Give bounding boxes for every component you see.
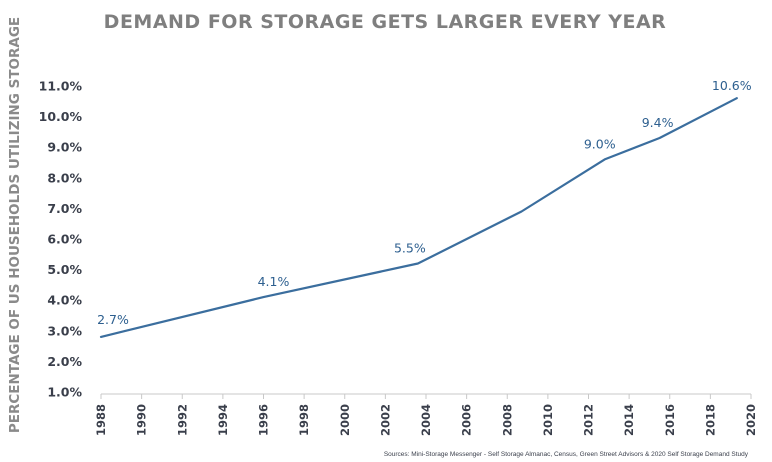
x-tick-label: 2004 [419,404,433,436]
x-tick-label: 2000 [338,404,352,436]
x-tick-label: 2014 [622,404,636,436]
x-tick-label: 1990 [135,404,149,436]
x-tick-label: 2016 [663,404,677,436]
chart-title: DEMAND FOR STORAGE GETS LARGER EVERY YEA… [104,11,667,33]
x-tick-label: 2008 [500,404,514,436]
y-tick-label: 3.0% [47,323,82,338]
y-tick-label: 11.0% [39,79,83,94]
y-tick-label: 7.0% [47,201,82,216]
x-tick-label: 2020 [744,404,758,436]
data-label: 9.4% [642,115,674,130]
x-tick-label: 1998 [297,404,311,436]
x-tick-label: 2002 [378,404,392,436]
x-tick-label: 1992 [175,404,189,436]
series-line-0 [99,97,738,338]
y-axis-label: PERCENTAGE OF US HOUSEHOLDS UTILIZING ST… [7,17,23,433]
y-tick-label: 9.0% [47,140,82,155]
y-tick-label: 2.0% [47,354,82,369]
x-axis: 1988 1990 1992 1994 1996 1998 2000 2002 2004 2006… [94,393,758,436]
y-tick-label: 6.0% [47,232,82,247]
data-label: 9.0% [584,136,616,151]
source-note: Sources: Mini-Storage Messenger - Self S… [384,451,749,458]
y-axis-ticks: 1.0% 2.0% 3.0% 4.0% 5.0% 6.0% 7.0% 8.0% 9.0% 10.0… [39,79,83,400]
x-tick-label: 2006 [460,404,474,436]
x-tick-label: 2012 [582,404,596,436]
data-label: 4.1% [258,274,290,289]
data-labels: 2.7% 4.1% 5.5% 9.0% 9.4% 10.6% [97,78,752,327]
y-tick-label: 1.0% [47,385,82,400]
x-tick-label: 1996 [257,404,271,436]
y-tick-label: 10.0% [39,109,83,124]
x-tick-label: 2018 [703,404,717,436]
series-layer [99,97,738,338]
y-tick-label: 5.0% [47,262,82,277]
y-tick-label: 8.0% [47,170,82,185]
y-tick-label: 4.0% [47,293,82,308]
data-label: 2.7% [97,312,129,327]
x-tick-label: 1988 [94,404,108,436]
data-label: 5.5% [394,240,426,255]
x-tick-label: 1994 [216,404,230,436]
data-label: 10.6% [712,78,752,93]
x-tick-label: 2010 [541,404,555,436]
